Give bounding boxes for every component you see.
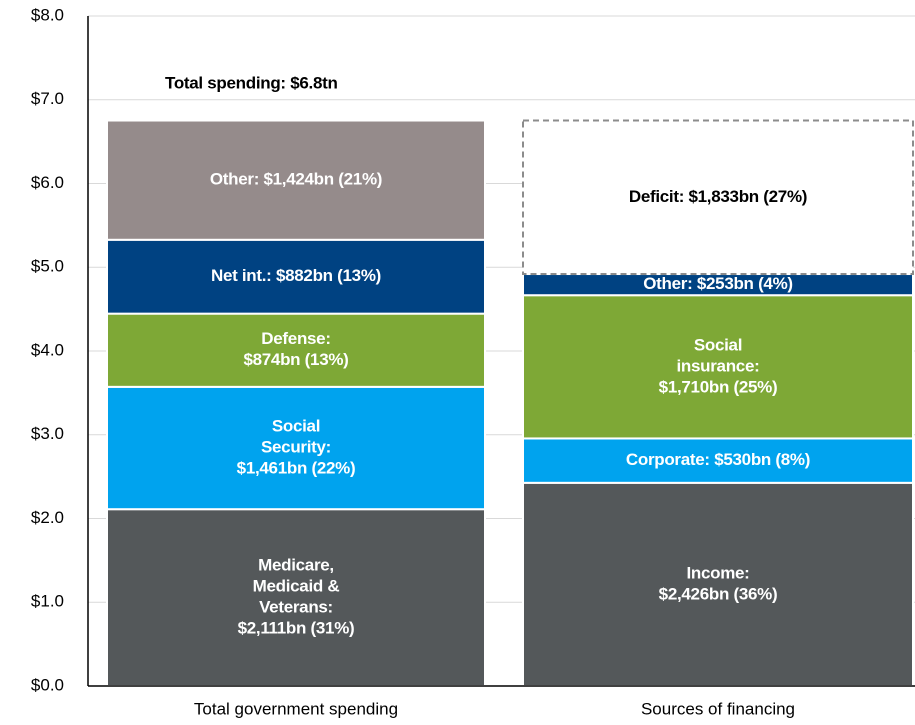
segment-label: insurance: <box>677 356 760 375</box>
y-tick-label: $5.0 <box>31 257 64 276</box>
bar-segment <box>106 119 486 241</box>
y-tick-label: $0.0 <box>31 675 64 694</box>
segment-label: $1,710bn (25%) <box>659 377 778 396</box>
segment-label: Defense: <box>261 329 330 348</box>
segment-label: $874bn (13%) <box>243 350 348 369</box>
segment-label: $2,426bn (36%) <box>659 584 778 603</box>
segment-label: Corporate: $530bn (8%) <box>626 450 810 469</box>
bar-segment <box>106 385 486 511</box>
y-tick-label: $8.0 <box>31 5 64 24</box>
segment-label: Security: <box>261 438 331 457</box>
segment-label: Other: $253bn (4%) <box>643 274 793 293</box>
bar-segment <box>106 238 486 315</box>
segment-label: $2,111bn (31%) <box>238 619 355 638</box>
bar-segment <box>522 119 914 276</box>
y-tick-label: $6.0 <box>31 173 64 192</box>
bar-segment <box>106 508 486 687</box>
y-tick-label: $1.0 <box>31 592 64 611</box>
segment-label: Social <box>694 335 742 354</box>
y-tick-label: $2.0 <box>31 508 64 527</box>
annotation: Total spending: $6.8tn <box>165 73 338 92</box>
segment-label: Other: $1,424bn (21%) <box>210 170 382 189</box>
x-tick-label: Sources of financing <box>641 699 795 718</box>
segment-label: Medicare, <box>258 556 334 575</box>
segment-label: Medicaid & <box>253 577 340 596</box>
segment-label: Net int.: $882bn (13%) <box>211 266 381 285</box>
y-tick-label: $7.0 <box>31 89 64 108</box>
bar-segment <box>106 312 486 388</box>
bar-segment <box>522 294 914 440</box>
segment-label: Income: <box>686 563 749 582</box>
bar-segment <box>522 481 914 688</box>
x-tick-label: Total government spending <box>194 699 398 718</box>
segment-label: Social <box>272 417 320 436</box>
y-tick-label: $4.0 <box>31 340 64 359</box>
y-tick-label: $3.0 <box>31 424 64 443</box>
segment-label: Deficit: $1,833bn (27%) <box>629 187 807 206</box>
segment-label: Veterans: <box>259 598 333 617</box>
segment-label: $1,461bn (22%) <box>237 459 356 478</box>
